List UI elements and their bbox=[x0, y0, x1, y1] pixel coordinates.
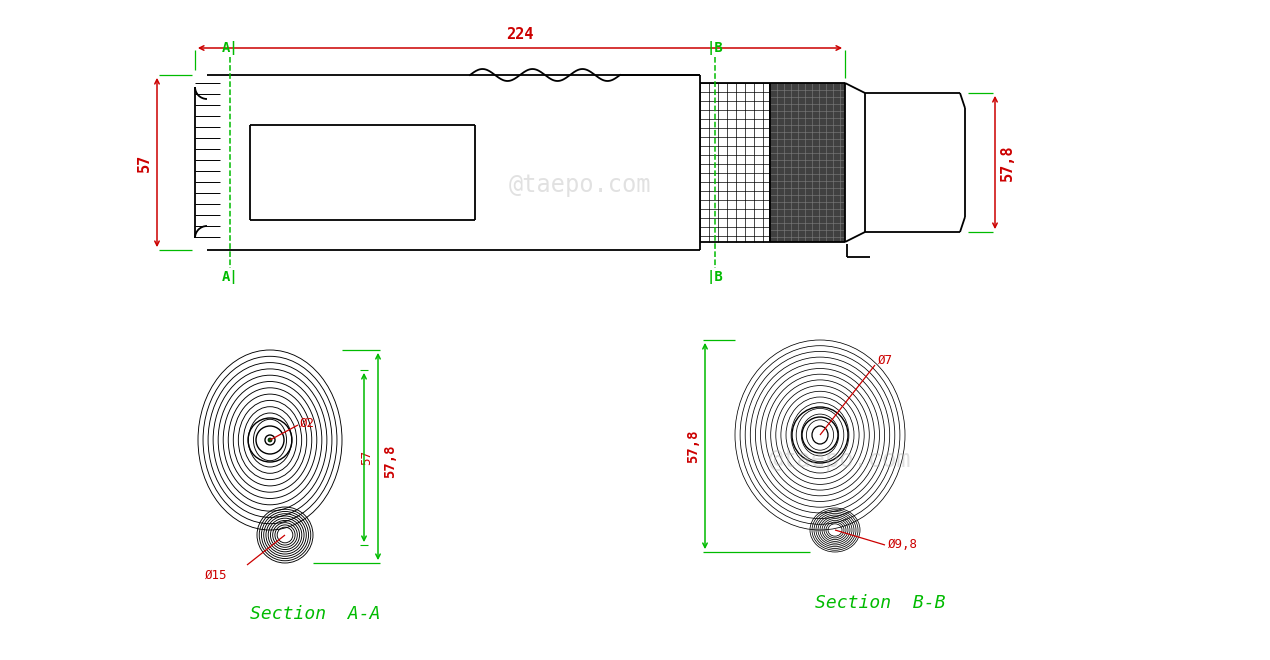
Text: @taepo.com: @taepo.com bbox=[768, 448, 912, 472]
Text: A|: A| bbox=[222, 41, 239, 55]
Text: Ø15: Ø15 bbox=[204, 568, 227, 581]
Text: |B: |B bbox=[706, 41, 724, 55]
Text: A|: A| bbox=[222, 270, 239, 284]
Ellipse shape bbox=[268, 438, 272, 442]
Text: |B: |B bbox=[706, 270, 724, 284]
Bar bbox=[770, 83, 845, 242]
Text: 57,8: 57,8 bbox=[686, 429, 700, 463]
Text: @taepo.com: @taepo.com bbox=[509, 173, 652, 197]
Text: 57: 57 bbox=[137, 153, 152, 172]
Text: Ø7: Ø7 bbox=[878, 354, 893, 366]
Text: 57: 57 bbox=[359, 450, 373, 465]
Text: 57,8: 57,8 bbox=[999, 145, 1015, 181]
Text: Ø2: Ø2 bbox=[300, 416, 315, 430]
Text: 57,8: 57,8 bbox=[384, 445, 398, 478]
Text: 224: 224 bbox=[507, 27, 533, 42]
Text: Ø9,8: Ø9,8 bbox=[888, 539, 918, 552]
Text: Section  A-A: Section A-A bbox=[250, 605, 380, 623]
Text: Section  B-B: Section B-B bbox=[815, 594, 945, 612]
